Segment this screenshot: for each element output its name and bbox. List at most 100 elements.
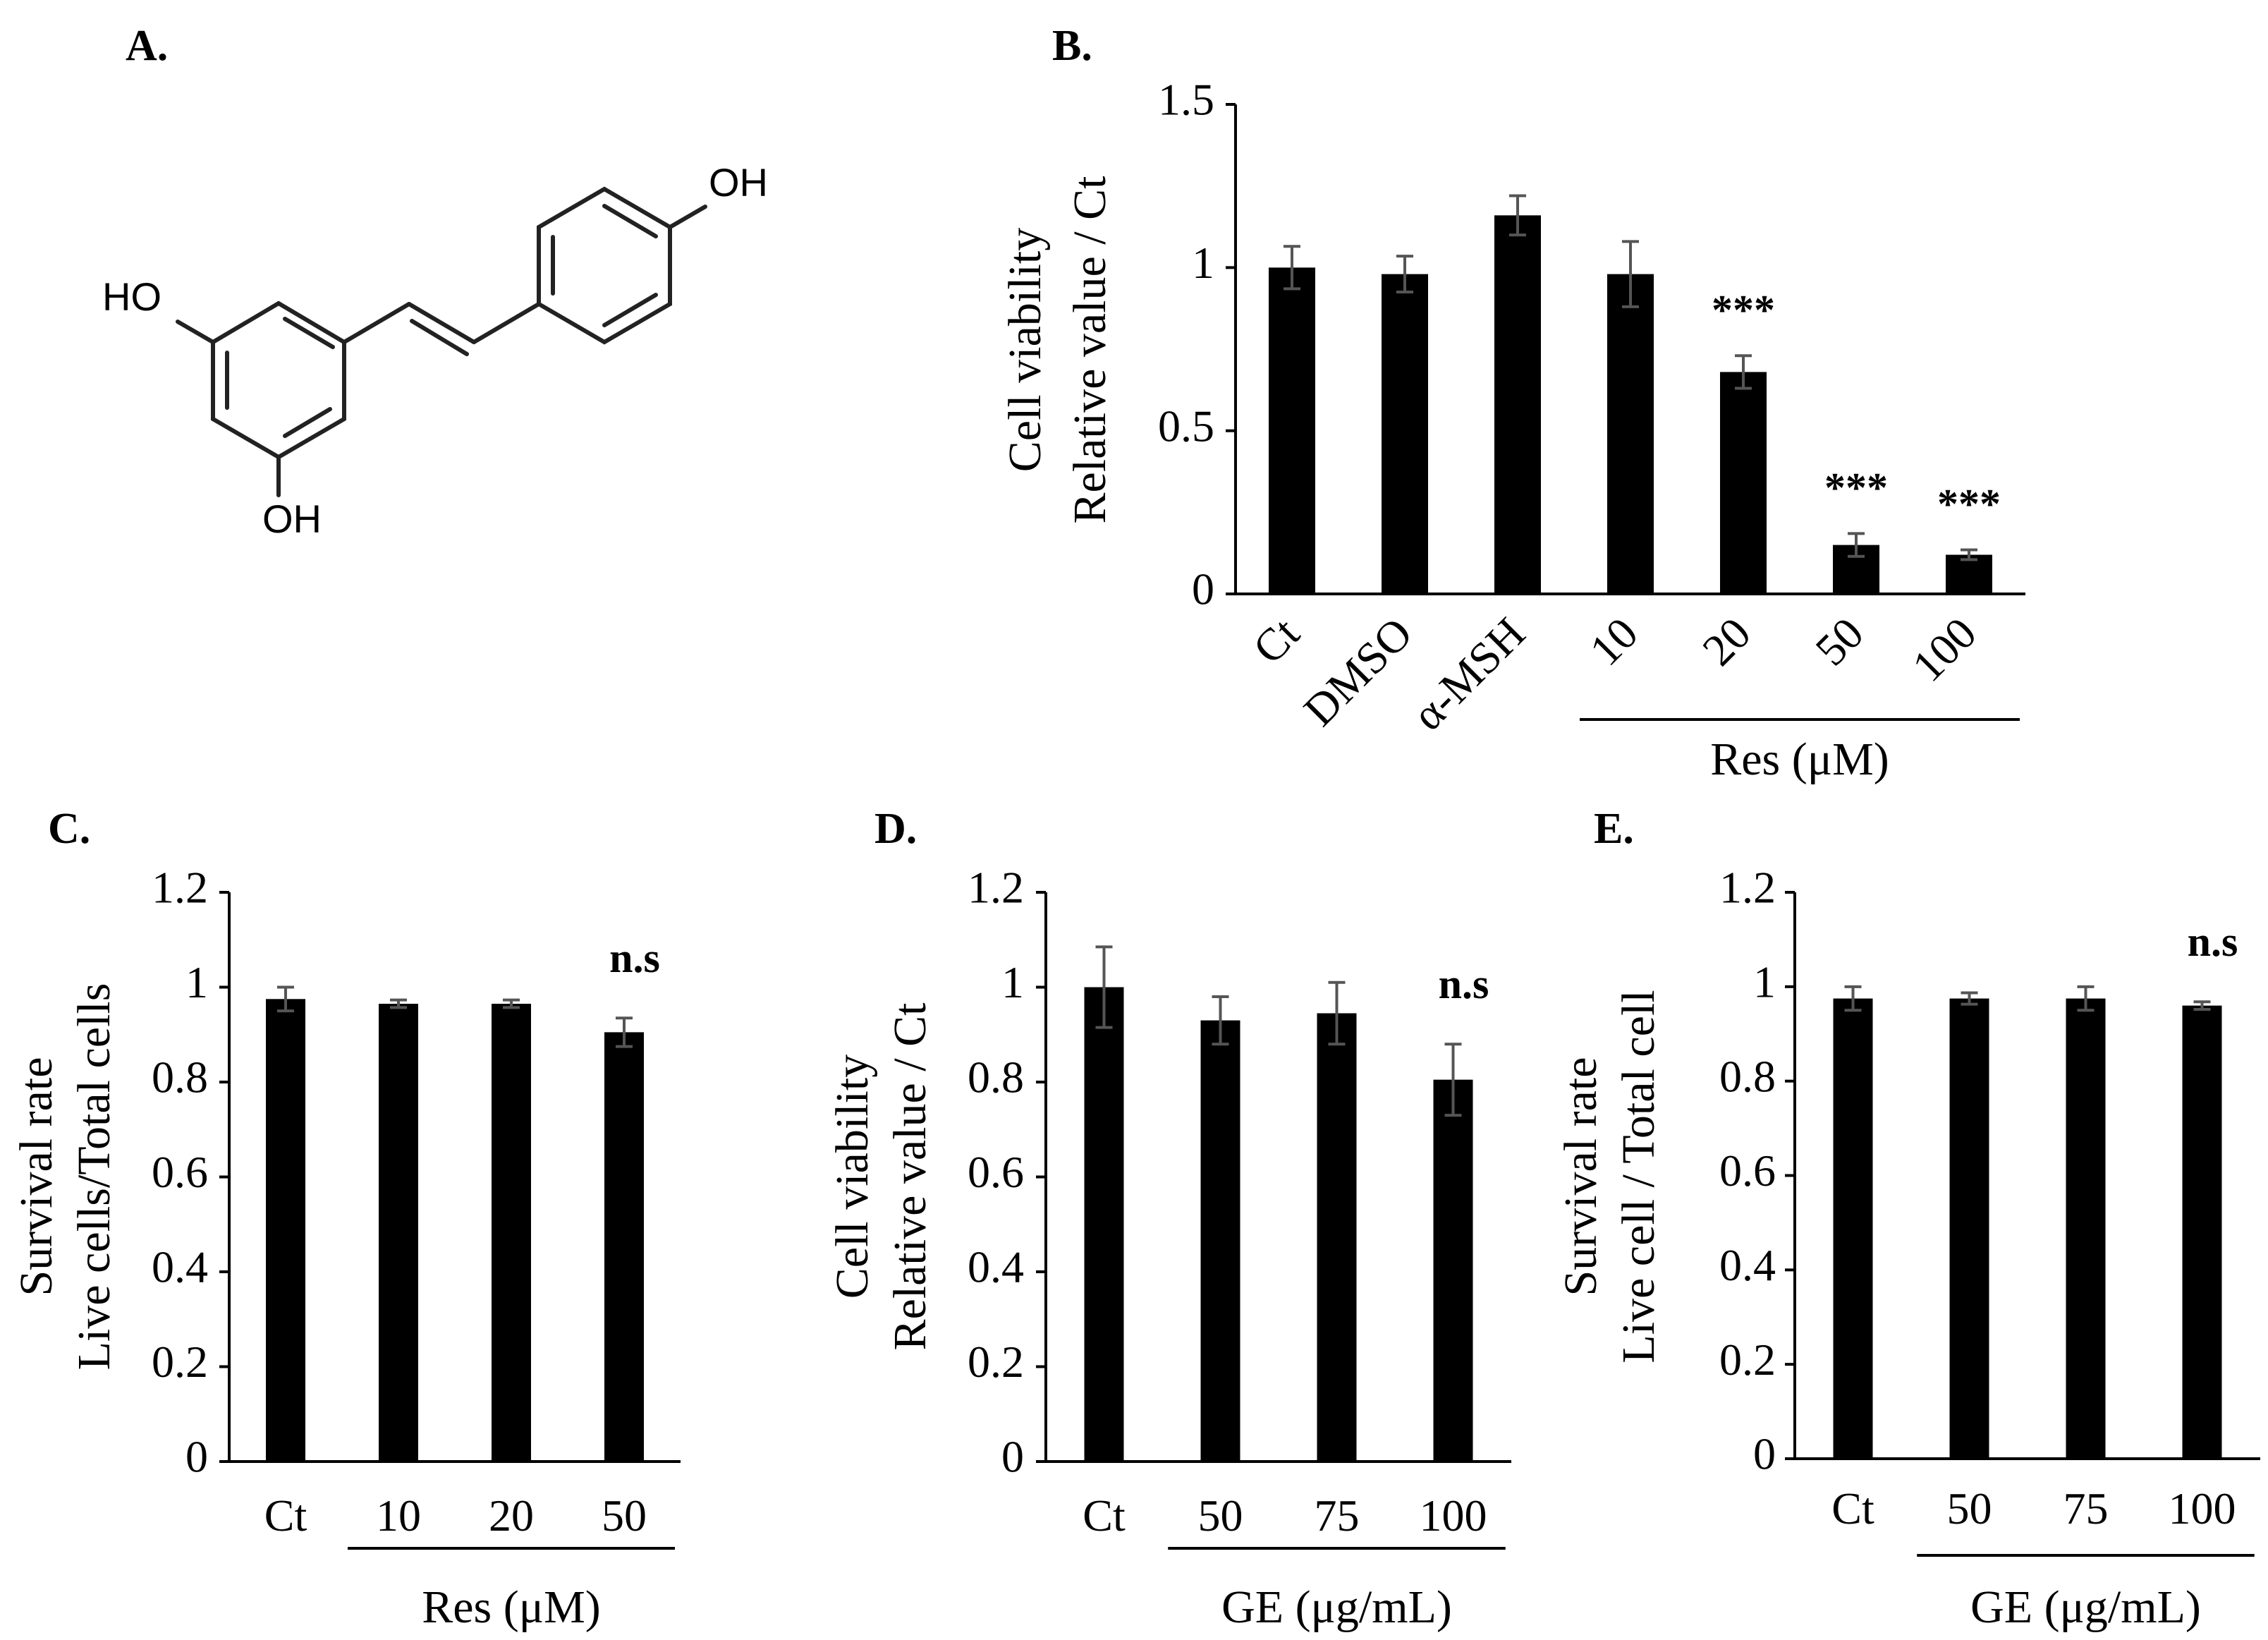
panel-label-d: D.	[874, 805, 917, 853]
group-label-c: Res (μM)	[422, 1581, 601, 1633]
y-axis-label-c-line-1: Survival rate	[11, 1057, 62, 1296]
y-tick-label-c: 0.4	[152, 1242, 208, 1292]
bar-e-2	[1949, 998, 1989, 1459]
significance-label-d-4: n.s	[1439, 961, 1489, 1007]
x-tick-label-e-2: 50	[1947, 1483, 1992, 1533]
y-tick-label-e: 0.6	[1719, 1146, 1776, 1196]
y-tick-label-d: 1.2	[968, 863, 1024, 913]
group-label-e: GE (μg/mL)	[1970, 1581, 2201, 1633]
y-tick-label-c: 1.2	[152, 863, 208, 913]
bar-b-7	[1946, 554, 1992, 594]
x-tick-label-c-4: 50	[602, 1490, 647, 1541]
vinyl-double-bond-inner	[410, 319, 469, 356]
significance-label-b-6: ***	[1824, 464, 1888, 511]
bar-b-4	[1607, 274, 1654, 594]
y-tick-label-d: 0.6	[968, 1147, 1024, 1197]
bar-e-3	[2066, 998, 2106, 1459]
y-axis-label-b-line-1: Cell viability	[999, 228, 1051, 472]
left-ring-double-bond-2	[283, 407, 332, 438]
chart-e: E. Survival rate Live cell / Total cell 0 0.…	[1555, 805, 2260, 1633]
panel-label-a: A.	[126, 22, 168, 70]
panel-label-e: E.	[1594, 805, 1634, 853]
hydroxyl-label-right: OH	[709, 160, 768, 205]
x-tick-label-e-4: 100	[2169, 1483, 2236, 1533]
x-tick-label-b-6: 50	[1805, 608, 1872, 675]
x-tick-label-d-2: 50	[1198, 1490, 1243, 1541]
significance-label-b-5: ***	[1712, 286, 1775, 333]
bar-c-1	[266, 999, 305, 1462]
bar-e-1	[1833, 998, 1873, 1459]
y-tick-label-b: 0.5	[1158, 401, 1214, 451]
y-tick-label-e: 1.2	[1719, 863, 1776, 913]
chart-c: C. Survival rate Live cells/Total cells 0 0.…	[11, 805, 681, 1633]
panel-label-c: C.	[48, 805, 90, 853]
y-axis-label-d-line-1: Cell viability	[827, 1055, 878, 1299]
hydroxyl-label-left: HO	[102, 274, 161, 319]
x-tick-label-d-4: 100	[1420, 1490, 1487, 1541]
resveratrol-structure	[176, 186, 707, 497]
x-tick-label-d-1: Ct	[1083, 1490, 1126, 1541]
group-label-b: Res (μM)	[1710, 734, 1889, 785]
left-benzene-ring	[211, 300, 346, 460]
bar-b-3	[1494, 215, 1541, 595]
y-tick-label-d: 0.8	[968, 1052, 1024, 1103]
bar-c-4	[604, 1032, 644, 1462]
left-ring-double-bond-1	[283, 317, 335, 349]
bar-b-5	[1720, 372, 1767, 594]
vinyl-double-bond	[407, 302, 476, 344]
y-tick-label-d: 0	[1001, 1432, 1024, 1482]
bar-b-1	[1269, 267, 1315, 594]
bar-e-4	[2182, 1005, 2222, 1459]
panel-label-b: B.	[1052, 22, 1092, 70]
y-tick-label-d: 1	[1001, 957, 1024, 1007]
bar-b-2	[1382, 274, 1428, 594]
x-tick-label-c-1: Ct	[264, 1490, 307, 1541]
x-tick-label-b-4: 10	[1580, 608, 1647, 675]
significance-label-c-4: n.s	[609, 935, 660, 981]
bar-d-4	[1433, 1079, 1473, 1462]
y-tick-label-e: 0.8	[1719, 1051, 1776, 1101]
y-tick-label-c: 0.8	[152, 1052, 208, 1103]
chart-d: D. Cell viability Relative value / Ct 0 0.2 0…	[827, 805, 1511, 1633]
oh-bond-left	[176, 320, 215, 344]
y-axis-label-d-line-2: Relative value / Ct	[884, 1002, 936, 1350]
group-label-d: GE (μg/mL)	[1221, 1581, 1452, 1633]
y-axis-label-e-line-1: Survival rate	[1555, 1057, 1606, 1296]
y-tick-label-c: 0	[185, 1432, 208, 1482]
y-tick-label-b: 0	[1192, 564, 1214, 614]
y-axis-label-e-line-2: Live cell / Total cell	[1613, 990, 1664, 1363]
x-tick-label-b-3: α-MSH	[1403, 608, 1535, 740]
y-tick-label-b: 1.5	[1158, 75, 1214, 125]
x-tick-label-e-3: 75	[2063, 1483, 2109, 1533]
y-axis-label-c-line-2: Live cells/Total cells	[68, 983, 120, 1371]
significance-label-b-7: ***	[1937, 481, 2001, 528]
bar-c-2	[379, 1004, 418, 1462]
y-tick-label-c: 0.6	[152, 1147, 208, 1197]
x-tick-label-b-7: 100	[1903, 608, 1986, 691]
panel-a: A. OH HO OH	[102, 22, 768, 541]
bar-d-2	[1200, 1020, 1240, 1462]
x-tick-label-e-1: Ct	[1831, 1483, 1874, 1533]
y-tick-label-e: 0	[1753, 1429, 1776, 1479]
y-tick-label-c: 0.2	[152, 1337, 208, 1387]
significance-label-e-4: n.s	[2188, 918, 2238, 965]
bar-c-3	[492, 1004, 531, 1462]
vinyl-bond-2	[472, 302, 541, 344]
x-tick-label-c-3: 20	[489, 1490, 534, 1541]
y-tick-label-e: 0.4	[1719, 1240, 1776, 1290]
x-tick-label-b-2: DMSO	[1294, 608, 1422, 736]
chart-b: B. Cell viability Relative value / Ct 0 0.5 1…	[999, 22, 2025, 785]
oh-bond-right	[668, 205, 707, 229]
x-tick-label-b-1: Ct	[1243, 608, 1309, 674]
x-tick-label-d-3: 75	[1315, 1490, 1360, 1541]
x-tick-label-c-2: 10	[376, 1490, 421, 1541]
y-tick-label-c: 1	[185, 957, 208, 1007]
y-tick-label-d: 0.2	[968, 1337, 1024, 1387]
bar-d-1	[1084, 987, 1124, 1462]
hydroxyl-label-bottom: OH	[262, 497, 322, 541]
y-tick-label-e: 1	[1753, 957, 1776, 1007]
y-axis-label-b-line-2: Relative value / Ct	[1064, 176, 1116, 523]
y-tick-label-e: 0.2	[1719, 1335, 1776, 1385]
right-ring-double-bond-3	[602, 293, 658, 327]
